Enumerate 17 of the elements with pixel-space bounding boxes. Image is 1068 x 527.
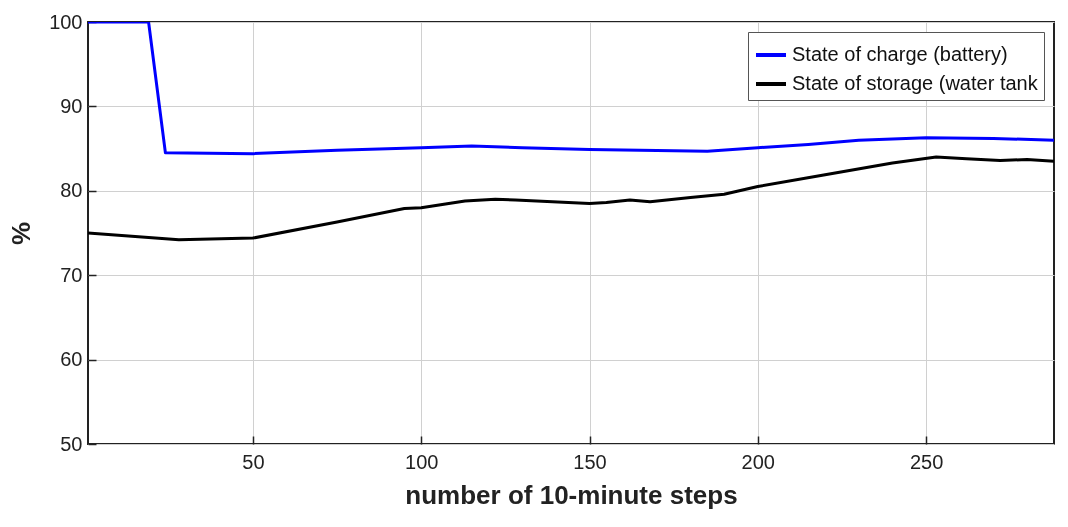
x-tick-label: 200 [741,450,775,473]
y-tick-label: 100 [49,10,83,33]
y-tick-label: 70 [60,263,83,286]
x-tick-label: 250 [909,450,944,473]
x-tick-label: 50 [242,450,265,473]
x-tick-label: 100 [405,450,439,473]
line-series [88,22,1054,156]
legend-label: State of storage (water tank [792,72,1039,94]
y-tick-label: 80 [60,179,83,202]
y-tick-label: 90 [60,94,83,117]
x-axis-title: number of 10-minute steps [405,479,738,510]
y-tick-label: 60 [60,348,83,371]
x-tick-label: 150 [573,450,607,473]
line-series [88,155,1054,242]
y-tick-label: 50 [60,432,83,455]
legend-label: State of charge (battery) [792,43,1008,65]
y-axis-title: % [6,221,37,246]
